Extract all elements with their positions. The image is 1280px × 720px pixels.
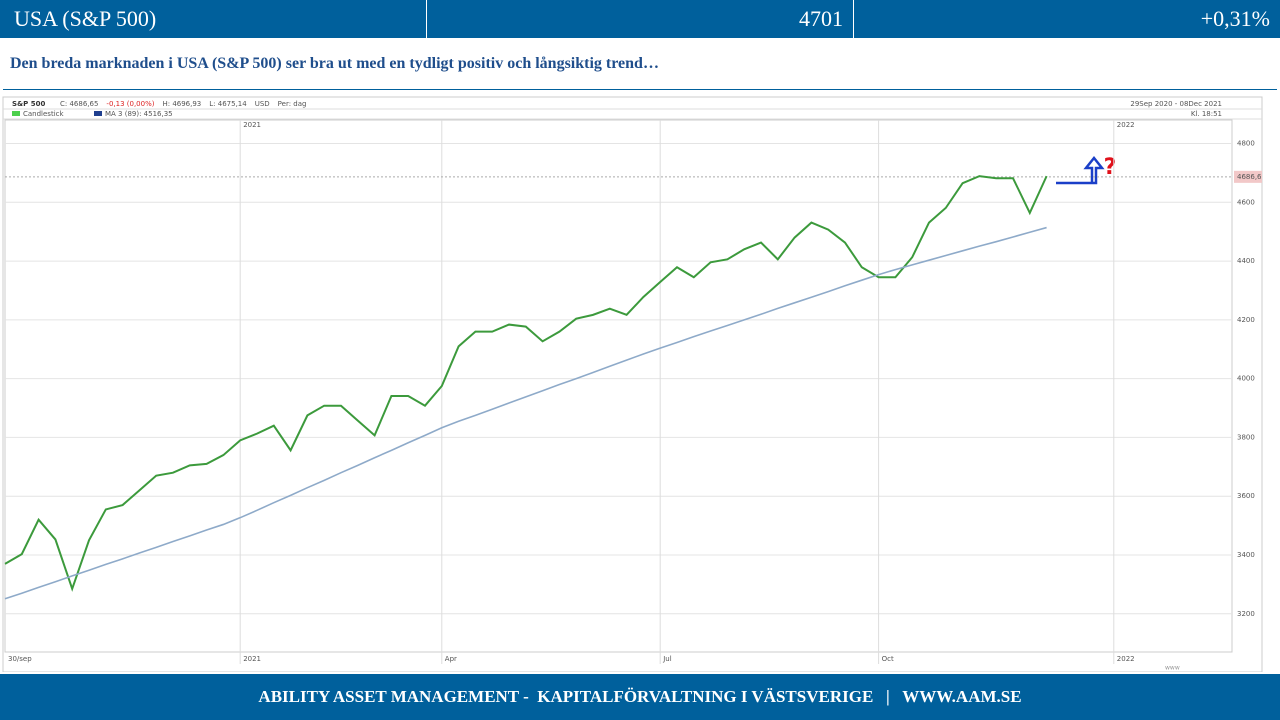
time: Kl. 18:51 bbox=[1191, 110, 1222, 118]
footer: ABILITY ASSET MANAGEMENT - KAPITALFÖRVAL… bbox=[0, 674, 1280, 720]
x-tick-label: Oct bbox=[882, 655, 894, 663]
x-tick-label: 30/sep bbox=[8, 655, 32, 663]
plot-frame bbox=[4, 119, 1233, 653]
chart: S&P 500 29Sep 2020 - 08Dec 2021 Kl. 18:5… bbox=[2, 96, 1263, 672]
annotation: ? bbox=[1104, 155, 1117, 180]
info-text: H: 4696,93 bbox=[162, 100, 201, 108]
header-change: +0,31% bbox=[1200, 6, 1270, 31]
y-tick-label: 4600 bbox=[1237, 198, 1255, 206]
x-tick-label: Apr bbox=[445, 655, 457, 663]
y-tick-label: 3400 bbox=[1237, 551, 1255, 559]
info-text: -0,13 (0,00%) bbox=[106, 100, 154, 108]
info-text: L: 4675,14 bbox=[209, 100, 247, 108]
x-tick-label-top: 2022 bbox=[1117, 121, 1135, 129]
y-tick-label: 4800 bbox=[1237, 140, 1255, 148]
chart-title: S&P 500 bbox=[12, 100, 45, 108]
y-tick-label: 4000 bbox=[1237, 375, 1255, 383]
legend-label: MA 3 (89): 4516,35 bbox=[105, 110, 173, 118]
arrow bbox=[1056, 155, 1105, 185]
x-tick-label-top: 2021 bbox=[243, 121, 261, 129]
y-tick-label: 3200 bbox=[1237, 610, 1255, 618]
y-tick-label: 4200 bbox=[1237, 316, 1255, 324]
divider bbox=[426, 0, 427, 38]
x-tick-label: Jul bbox=[662, 655, 672, 663]
period: 29Sep 2020 - 08Dec 2021 bbox=[1130, 100, 1222, 108]
x-tick-label: 2021 bbox=[243, 655, 261, 663]
legend-swatch bbox=[94, 111, 102, 116]
header-title: USA (S&P 500) bbox=[14, 6, 157, 31]
watermark: www bbox=[1165, 665, 1180, 672]
header-value: 4701 bbox=[799, 6, 843, 31]
y-tick-label: 4400 bbox=[1237, 257, 1255, 265]
y-tick-label: 3600 bbox=[1237, 492, 1255, 500]
series-line bbox=[4, 226, 1047, 600]
legend-swatch bbox=[12, 111, 20, 116]
info-text: USD bbox=[255, 100, 270, 108]
series-line bbox=[4, 175, 1048, 592]
header-bar: USA (S&P 500) 4701 +0,31% bbox=[0, 0, 1280, 38]
last-price-box bbox=[1234, 170, 1262, 183]
y-tick-label: 3800 bbox=[1237, 433, 1255, 441]
subtitle: Den breda marknaden i USA (S&P 500) ser … bbox=[3, 38, 1277, 90]
info-text: Per: dag bbox=[278, 100, 307, 108]
legend-label: Candlestick bbox=[23, 110, 64, 118]
x-tick-label: 2022 bbox=[1117, 655, 1135, 663]
divider bbox=[853, 0, 854, 38]
info-text: C: 4686,65 bbox=[60, 100, 98, 108]
last-price-label: 4686,6 bbox=[1237, 173, 1262, 181]
chart-frame bbox=[2, 96, 1263, 672]
